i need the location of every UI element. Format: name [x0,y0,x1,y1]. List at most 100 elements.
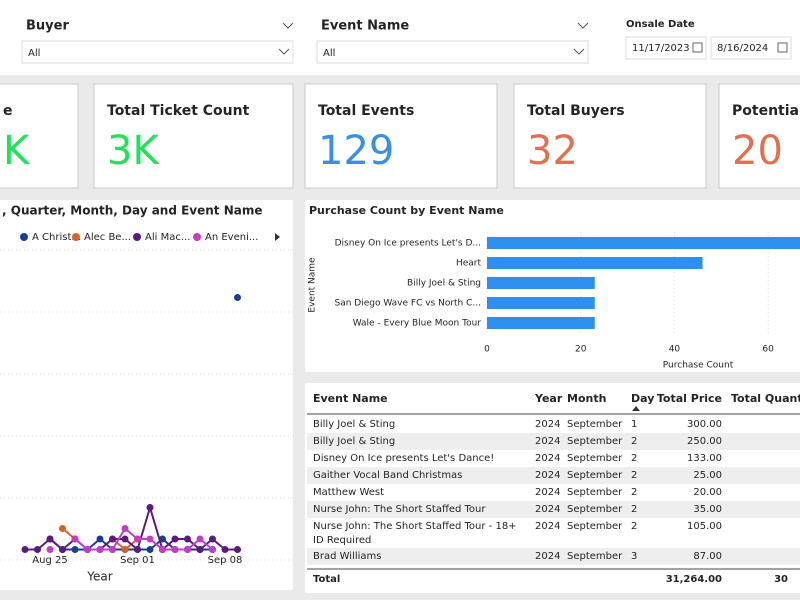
legend-label: A Christ... [32,232,81,243]
y-tick-label: San Diego Wave FC vs North C... [334,299,481,309]
total-cell: 30 [774,574,788,585]
table-cell: Nurse John: The Short Staffed Tour [313,504,486,515]
table-cell: 87.00 [693,551,722,562]
point [109,535,116,543]
bar [487,257,703,269]
point [71,546,79,553]
table-cell: Billy Joel & Sting [313,419,395,430]
x-tick-label: Sep 08 [208,555,243,566]
table-cell: Brad Williams [313,551,382,562]
chart-title: Purchase Count by Event Name [309,204,504,217]
column-header[interactable]: Event Name [313,392,388,405]
row-band [307,467,800,484]
line-panel [0,200,293,590]
point [121,525,129,532]
point [146,546,154,553]
table-cell: 20.00 [693,487,722,498]
date-value: 11/17/2023 [632,43,690,54]
point [134,546,141,553]
legend-marker [72,233,80,241]
card-value: 3K [107,128,160,174]
row-band [307,433,800,450]
chevron [573,48,585,55]
column-header[interactable]: Total Price [657,392,722,405]
table-cell: 250.00 [687,436,722,447]
point [59,525,66,532]
legend-label: Alec Be... [84,232,131,243]
card-value: 129 [318,128,394,174]
y-tick-label: Wale - Every Blue Moon Tour [353,319,482,329]
table-cell: 2 [631,436,637,447]
table-cell: 35.00 [693,504,722,515]
calendar-icon [777,42,788,53]
bar [487,297,595,309]
table-cell: September [567,419,623,430]
y-tick-label: Billy Joel & Sting [407,279,481,289]
chart-title: , Quarter, Month, Day and Event Name [2,204,263,218]
dropdown-value: All [323,48,335,59]
row-band [307,548,800,565]
point [171,535,179,543]
table-cell: Nurse John: The Short Staffed Tour - 18+… [313,521,517,546]
table-cell: September [567,436,623,447]
chevron [278,48,290,55]
point [46,546,54,553]
date-input[interactable] [710,36,792,60]
chevron [282,22,294,29]
card [93,83,294,189]
bar [487,237,800,249]
card [0,83,79,189]
table-cell: Matthew West [313,487,384,498]
point [234,294,241,301]
filter-label: Event Name [321,19,409,34]
table-cell: Gaither Vocal Band Christmas [313,470,462,481]
x-tick-label: 20 [575,345,587,355]
x-tick-label: Sep 01 [120,555,155,566]
table-cell: 3 [631,551,637,562]
sort-arrow [632,406,640,411]
table-cell: September [567,470,623,481]
y-tick-label: Disney On Ice presents Let's D... [335,239,481,249]
table-cell: September [567,521,623,532]
dropdown-value: All [28,48,40,59]
table-cell: September [567,504,623,515]
table-cell: September [567,453,623,464]
table-cell: 2024 [535,487,560,498]
table-cell: 2 [631,453,637,464]
point [134,535,141,543]
legend-label: An Eveni... [205,232,258,243]
point [171,546,179,553]
column-header[interactable]: Year [534,392,563,405]
column-header[interactable]: Month [567,392,606,405]
column-header[interactable]: Day [631,392,654,405]
point [96,535,104,543]
point [209,546,216,553]
card-title: Total Buyers [527,103,625,119]
legend-label: Ali Mac... [145,232,190,243]
dropdown[interactable] [21,40,294,64]
date-input[interactable] [625,36,707,60]
point [196,546,204,553]
point [209,535,216,543]
chevron [577,22,589,29]
point [184,546,191,553]
point [96,546,104,553]
x-axis-title: Year [86,570,112,584]
point [21,546,29,553]
total-cell: Total [313,574,340,585]
point [59,546,66,553]
legend-scroll[interactable] [275,233,280,241]
card [304,83,498,189]
table-cell: 300.00 [687,419,722,430]
table-cell: September [567,551,623,562]
card [513,83,707,189]
dropdown[interactable] [316,40,589,64]
table-cell: 2 [631,487,637,498]
card-value: 32 [527,128,578,174]
column-header[interactable]: Total Quanti [731,392,800,405]
y-axis-title: Event Name [308,257,318,313]
card-value: 20 [732,128,783,174]
card-title: Potential I [732,103,800,119]
